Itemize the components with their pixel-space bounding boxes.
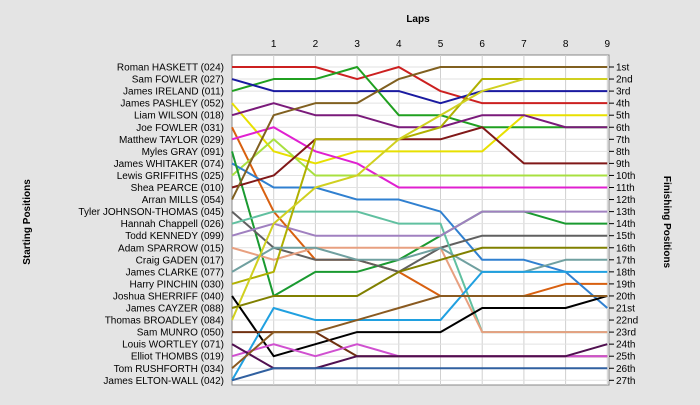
finishing-position-label: 5th <box>616 111 630 122</box>
starting-position-label: Matthew TAYLOR (029) <box>119 135 224 146</box>
driver-position-line <box>231 66 608 200</box>
finishing-position-label: 23rd <box>616 328 636 339</box>
finishing-position-label: 9th <box>616 159 630 170</box>
starting-position-label: James CAYZER (088) <box>126 304 224 315</box>
x-tick-labels: 1 2 3 4 5 6 7 8 9 <box>271 39 611 50</box>
driver-position-line <box>231 246 608 273</box>
x-tick-label: 9 <box>605 39 611 50</box>
starting-position-label: James IRELAND (011) <box>123 87 224 98</box>
x-tick-label: 4 <box>396 39 402 50</box>
finishing-position-label: 22nd <box>616 316 638 327</box>
x-tick-label: 6 <box>479 39 485 50</box>
starting-position-label: James PASHLEY (052) <box>120 99 224 110</box>
x-tick-label: 7 <box>521 39 527 50</box>
starting-position-label: Tyler JOHNSON-THOMAS (045) <box>78 207 224 218</box>
finishing-position-label: 12th <box>616 195 635 206</box>
starting-position-label: Roman HASKETT (024) <box>117 63 224 74</box>
finishing-position-label: 10th <box>616 171 635 182</box>
driver-position-line <box>231 270 608 381</box>
starting-position-label: James ELTON-WALL (042) <box>103 376 224 387</box>
driver-position-line <box>231 126 608 189</box>
starting-position-labels: Roman HASKETT (024)Sam FOWLER (027)James… <box>78 63 224 387</box>
x-tick-label: 5 <box>438 39 444 50</box>
driver-position-line <box>231 246 608 309</box>
finishing-position-label: 8th <box>616 147 630 158</box>
finishing-position-label: 1st <box>616 63 630 74</box>
x-tick-label: 8 <box>563 39 569 50</box>
driver-position-line <box>231 78 608 105</box>
starting-position-label: Shea PEARCE (010) <box>131 183 224 194</box>
starting-position-label: Elliot THOMBS (019) <box>131 352 224 363</box>
finishing-position-label: 21st <box>616 304 635 315</box>
driver-position-line <box>231 66 608 129</box>
starting-position-label: Harry PINCHIN (030) <box>130 279 224 290</box>
finishing-position-label: 14th <box>616 219 635 230</box>
starting-position-label: Adam SPARROW (015) <box>118 243 224 254</box>
driver-position-line <box>231 246 608 334</box>
driver-position-line <box>231 126 608 297</box>
starting-position-label: Lewis GRIFFITHS (025) <box>117 171 224 182</box>
finishing-position-label: 17th <box>616 255 635 266</box>
finishing-position-label: 18th <box>616 267 635 278</box>
finishing-position-label: 24th <box>616 340 635 351</box>
finishing-position-label: 26th <box>616 364 635 375</box>
finishing-position-label: 25th <box>616 352 635 363</box>
finishing-position-label: 6th <box>616 123 630 134</box>
driver-position-line <box>231 367 608 382</box>
starting-position-label: James WHITAKER (074) <box>114 159 224 170</box>
finishing-position-label: 27th <box>616 376 635 387</box>
driver-position-line <box>231 294 608 370</box>
left-axis-title: Starting Positions <box>22 179 33 265</box>
finishing-position-label: 11th <box>616 183 635 194</box>
finishing-position-label: 7th <box>616 135 630 146</box>
finishing-position-label: 13th <box>616 207 635 218</box>
series-lines <box>231 66 608 382</box>
starting-position-label: Liam WILSON (018) <box>134 111 224 122</box>
driver-position-line <box>231 126 608 189</box>
finishing-position-label: 20th <box>616 291 635 302</box>
starting-position-label: Craig GADEN (017) <box>136 255 224 266</box>
starting-position-label: Hannah Chappell (026) <box>121 219 224 230</box>
finishing-position-label: 2nd <box>616 75 633 86</box>
starting-position-label: Sam FOWLER (027) <box>132 75 224 86</box>
starting-position-label: Todd KENNEDY (099) <box>125 231 224 242</box>
x-tick-label: 3 <box>354 39 360 50</box>
x-axis-title: Laps <box>406 14 430 25</box>
right-axis-title: Finishing Positions <box>661 176 672 269</box>
starting-position-label: Myles GRAY (091) <box>142 147 224 158</box>
starting-position-label: Louis WORTLEY (071) <box>122 340 224 351</box>
x-tick-label: 2 <box>313 39 319 50</box>
finishing-position-label: 19th <box>616 279 635 290</box>
starting-position-label: Tom RUSHFORTH (034) <box>114 364 224 375</box>
starting-position-label: James CLARKE (077) <box>126 267 224 278</box>
driver-position-line <box>231 210 608 237</box>
finishing-position-labels: 1st2nd3rd4th5th6th7th8th9th10th11th12th1… <box>609 63 638 387</box>
driver-position-line <box>231 78 608 321</box>
finishing-position-label: 3rd <box>616 87 630 98</box>
finishing-position-label: 4th <box>616 99 630 110</box>
starting-position-label: Joshua SHERRIFF (040) <box>113 291 224 302</box>
finishing-position-label: 16th <box>616 243 635 254</box>
starting-position-label: Joe FOWLER (031) <box>136 123 224 134</box>
starting-position-label: Sam MUNRO (050) <box>137 328 224 339</box>
starting-position-label: Thomas BROADLEY (084) <box>105 316 224 327</box>
x-tick-label: 1 <box>271 39 277 50</box>
starting-position-label: Arran MILLS (054) <box>142 195 224 206</box>
driver-position-line <box>232 66 608 105</box>
finishing-position-label: 15th <box>616 231 635 242</box>
